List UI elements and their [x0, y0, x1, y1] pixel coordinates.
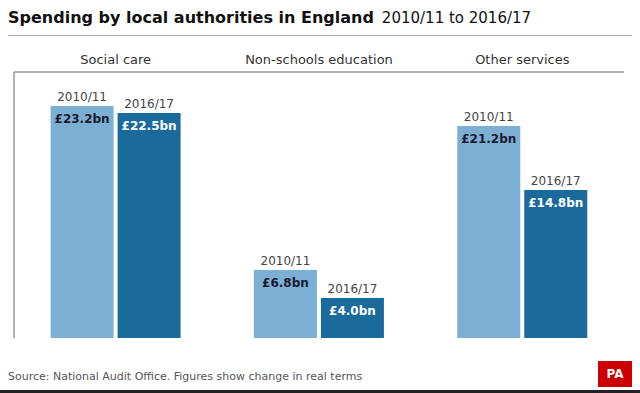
svg-text:2010/11: 2010/11 — [464, 110, 514, 124]
svg-text:£21.2bn: £21.2bn — [461, 132, 516, 146]
svg-text:2010/11: 2010/11 — [57, 90, 107, 104]
svg-text:2016/17: 2016/17 — [124, 97, 174, 111]
svg-text:£6.8bn: £6.8bn — [262, 276, 309, 290]
svg-text:£22.5bn: £22.5bn — [122, 119, 177, 133]
svg-text:£14.8bn: £14.8bn — [528, 196, 583, 210]
svg-text:Non-schools education: Non-schools education — [245, 52, 393, 67]
svg-text:2010/11: 2010/11 — [261, 254, 311, 268]
svg-text:Other services: Other services — [475, 52, 570, 67]
svg-text:2016/17: 2016/17 — [328, 282, 378, 296]
svg-text:Social care: Social care — [80, 52, 151, 67]
html-text:2010/11 to 2016/17: 2010/11 to 2016/17 — [381, 9, 532, 27]
svg-text:£4.0bn: £4.0bn — [329, 304, 376, 318]
html-text:Source: National Audit Office.: Source: National Audit Office. Figures s… — [8, 370, 363, 383]
html-text:Spending by local authorities: Spending by local authorities in England — [8, 8, 374, 27]
svg-text:£23.2bn: £23.2bn — [55, 112, 110, 126]
svg-text:2016/17: 2016/17 — [531, 174, 581, 188]
html-text:PA: PA — [606, 367, 624, 381]
